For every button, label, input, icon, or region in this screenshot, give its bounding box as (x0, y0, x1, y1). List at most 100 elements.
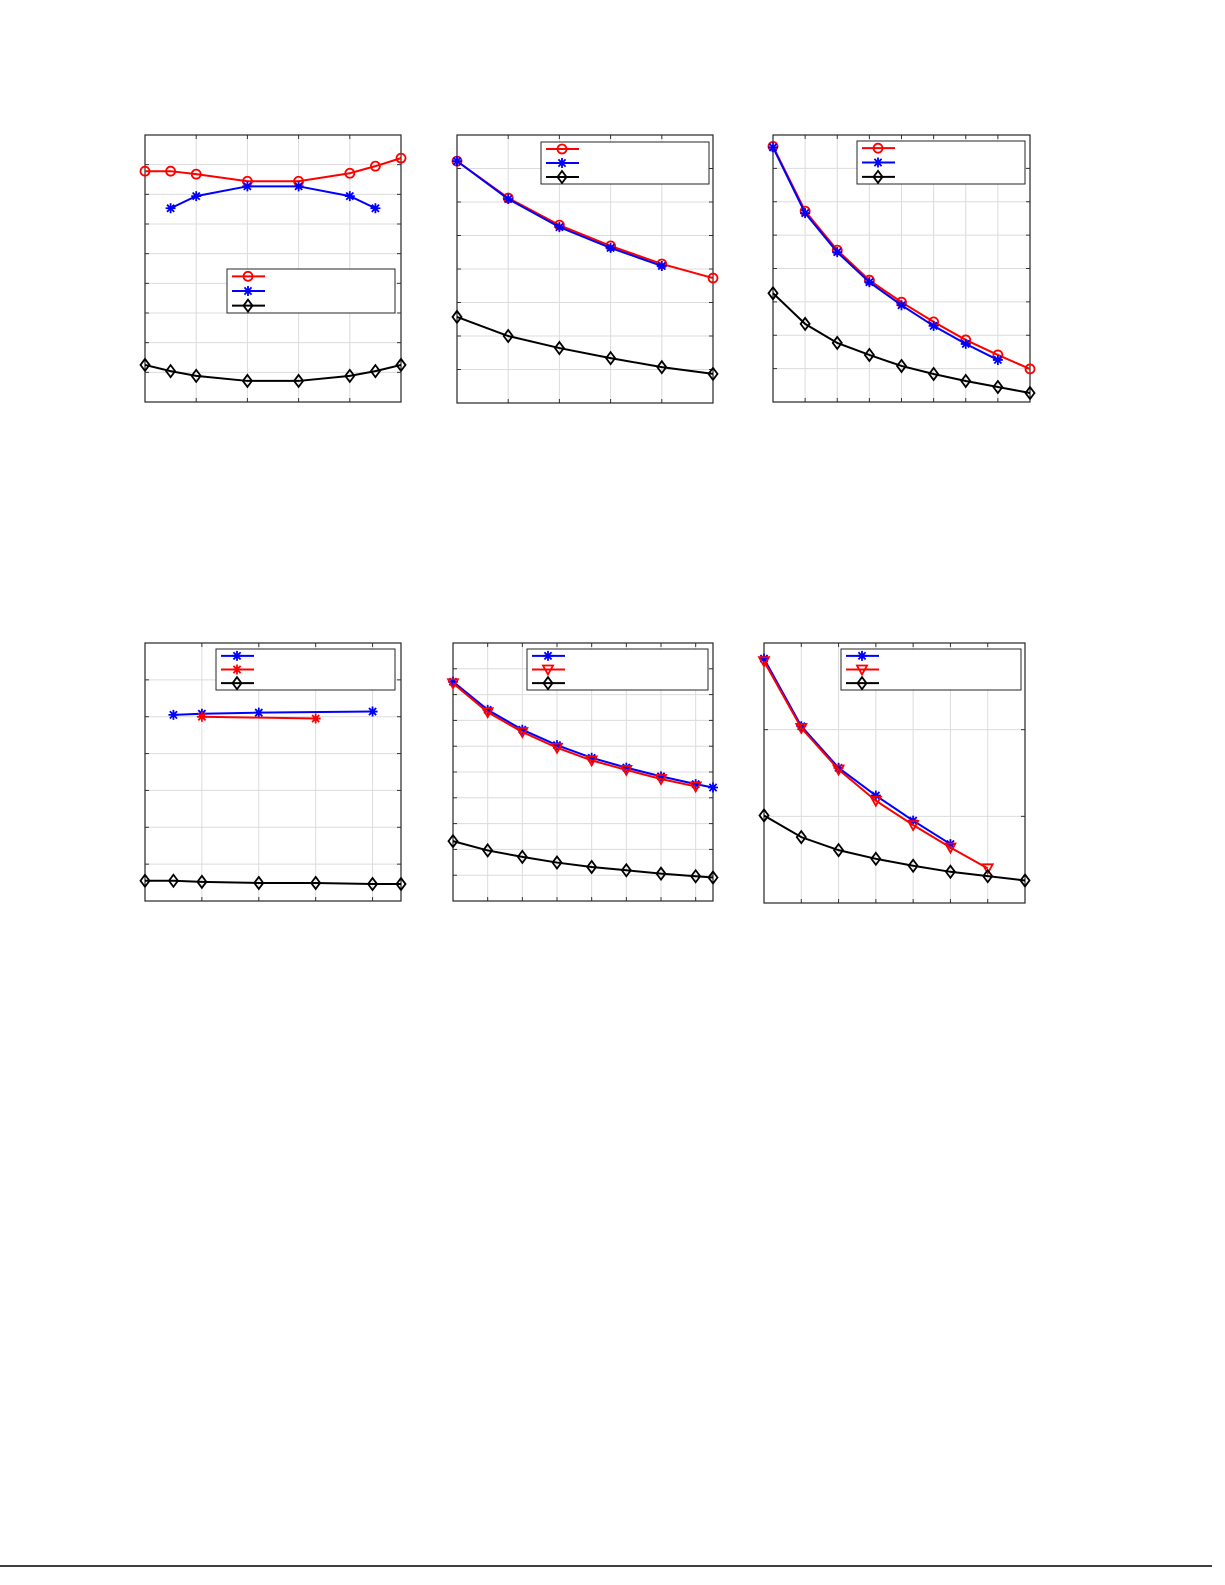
series-3-point (907, 858, 919, 874)
series-3-point (586, 859, 598, 875)
legend (215, 648, 396, 691)
series-1-point (168, 709, 179, 720)
series-1-point (833, 762, 844, 773)
series-2-point (981, 863, 995, 876)
series-3-point (960, 373, 972, 389)
legend-entry-2-marker (243, 286, 253, 296)
legend-entry-1-marker (872, 142, 884, 154)
series-2-line (452, 682, 696, 788)
series-3-point (870, 851, 882, 867)
plot-frame (772, 134, 1031, 403)
series-3-point (310, 875, 322, 891)
series-2-point (906, 820, 920, 832)
series-1-line (173, 710, 373, 716)
series-3-point (604, 350, 617, 366)
series-3-point (447, 833, 459, 849)
series-3-point (758, 807, 770, 823)
series-2-point (242, 181, 253, 192)
series-3-line (456, 315, 714, 375)
series-1-point (621, 762, 632, 773)
series-1-point (190, 168, 202, 180)
series-2-point (757, 656, 771, 669)
legend-entry-3-marker (242, 298, 254, 314)
series-1-point (369, 160, 381, 172)
series-1-line (145, 157, 402, 183)
series-1-point (367, 706, 378, 717)
legend-entry-2-marker (232, 664, 242, 675)
series-2-point (370, 203, 381, 214)
series-2-point (605, 242, 616, 253)
series-2-point (992, 354, 1003, 365)
series-3-point (196, 874, 208, 890)
series-2-point (689, 781, 703, 794)
series-3-point (369, 363, 382, 379)
series-3-point (516, 849, 528, 865)
legend-entry-3-marker (231, 675, 243, 691)
series-2-point (943, 842, 957, 855)
series-3-point (707, 870, 719, 886)
series-3-point (1019, 872, 1031, 888)
series-1-point (586, 752, 597, 763)
series-3-point (253, 875, 265, 891)
series-2-point (293, 181, 304, 192)
series-3-line (145, 879, 401, 886)
series-3-line (772, 292, 1031, 394)
legend-entry-3-marker (872, 169, 884, 185)
series-1-point (708, 782, 718, 793)
series-2-point (832, 764, 846, 777)
series-3-point (832, 842, 845, 858)
series-2-point (585, 755, 599, 768)
legend (840, 648, 1022, 691)
series-2-point (481, 707, 495, 719)
series-2-point (515, 727, 529, 739)
plot-frame (452, 642, 714, 902)
chart-1 (139, 134, 407, 403)
series-3-point (690, 868, 702, 884)
legend (226, 268, 396, 314)
series-2-point (768, 142, 778, 153)
series-3-point (656, 359, 668, 375)
series-3-point (767, 285, 779, 301)
series-3-point (190, 368, 202, 384)
series-1-point (253, 707, 264, 718)
series-1-point (552, 740, 562, 751)
series-2-point (550, 742, 564, 755)
series-2-point (656, 260, 667, 271)
series-3-point (502, 328, 514, 344)
series-2-line (201, 715, 316, 720)
series-1-point (344, 167, 356, 179)
series-1-point (139, 165, 151, 177)
series-3-point (551, 855, 563, 871)
series-3-line (452, 840, 714, 879)
series-2-point (446, 678, 460, 691)
series-2-point (794, 723, 808, 735)
series-2-point (452, 156, 462, 167)
series-3-point (395, 876, 407, 892)
legend-entry-1-marker (242, 270, 254, 282)
chart-4 (139, 642, 407, 902)
series-3-point (553, 340, 566, 356)
series-3-point (982, 868, 994, 884)
series-2-line (170, 185, 376, 210)
series-3-point (620, 862, 632, 878)
plot-frame (763, 642, 1026, 904)
series-3-point (395, 357, 407, 373)
series-1-point (448, 676, 458, 687)
series-2-point (196, 711, 207, 722)
series-3-point (482, 842, 494, 858)
series-3-point (164, 363, 177, 379)
series-2-point (800, 208, 811, 219)
legend-entry-1-marker (232, 650, 242, 661)
series-3-point (928, 366, 940, 382)
legend-entry-2-marker (541, 664, 555, 677)
series-2-line (772, 146, 999, 361)
series-3-point (1024, 385, 1036, 401)
chart-2 (451, 134, 719, 404)
series-2-point (165, 203, 176, 214)
series-2-point (928, 320, 939, 331)
series-2-point (344, 191, 355, 202)
series-1-point (656, 771, 666, 782)
series-3-point (992, 379, 1004, 395)
series-1-point (165, 165, 177, 177)
legend (540, 141, 710, 185)
